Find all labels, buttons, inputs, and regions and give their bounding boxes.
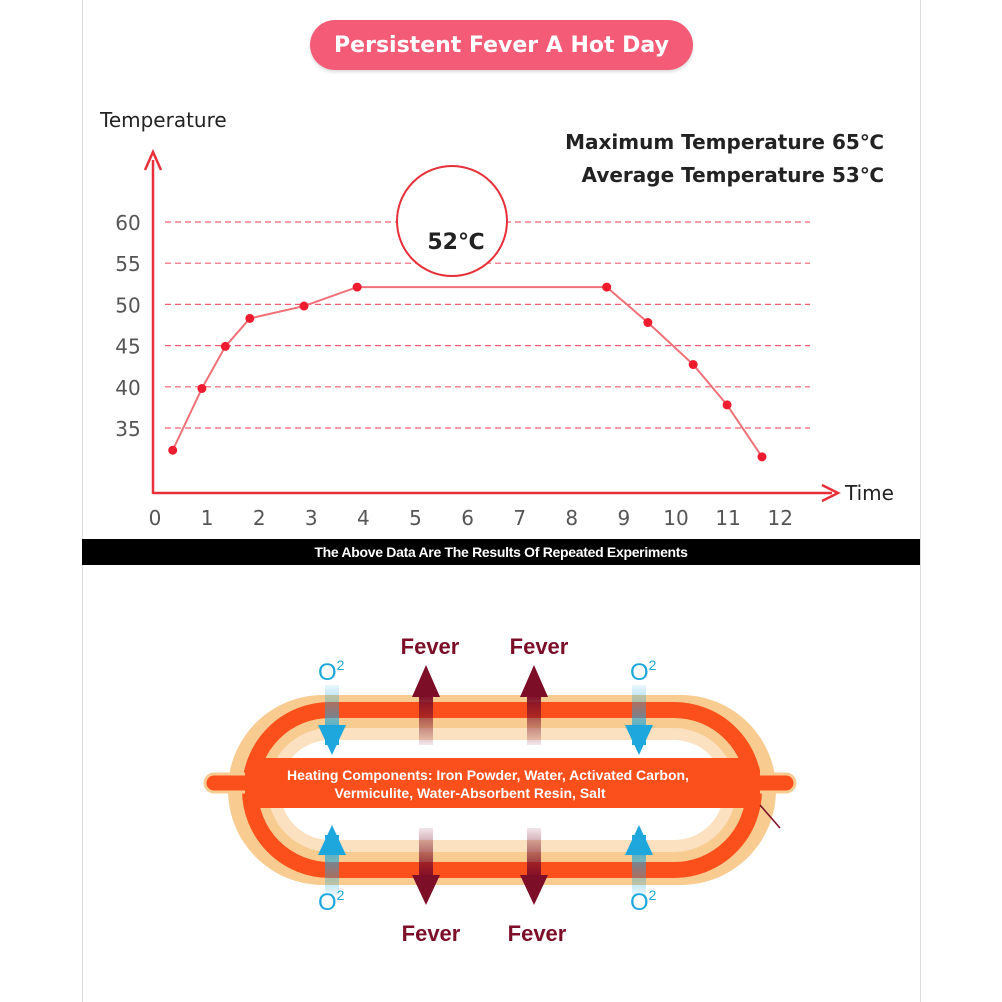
left-border (82, 0, 83, 1002)
x-axis-label: Time (844, 481, 894, 505)
data-point (722, 400, 732, 410)
fever-arrow-bottom-left (412, 828, 440, 905)
components-line1: Heating Components: Iron Powder, Water, … (287, 767, 689, 783)
y-tick-label: 55 (115, 252, 140, 276)
average-temperature: Average Temperature 53℃ (581, 163, 884, 187)
oxygen-label-bottom-right: O2 (630, 887, 657, 916)
oxygen-arrow-bottom-left (318, 825, 346, 895)
x-tick-label: 7 (513, 506, 526, 530)
x-tick-label: 2 (253, 506, 266, 530)
fever-label-top-left: Fever (401, 634, 460, 659)
x-tick-label: 10 (663, 506, 688, 530)
x-tick-label: 0 (149, 506, 162, 530)
x-tick-label: 4 (357, 506, 370, 530)
x-tick-label: 12 (767, 506, 792, 530)
max-temperature: Maximum Temperature 65℃ (565, 130, 884, 154)
series-line (171, 286, 763, 458)
data-point (168, 445, 178, 455)
fever-label-bottom-right: Fever (508, 921, 567, 946)
oxygen-label-top-right: O2 (630, 657, 657, 686)
data-point (245, 313, 255, 323)
y-tick-label: 50 (115, 293, 140, 317)
oxygen-label-top-left: O2 (318, 657, 345, 686)
x-tick-label: 11 (715, 506, 740, 530)
y-tick-label: 35 (115, 417, 140, 441)
heating-diagram: Heating Components: Iron Powder, Water, … (203, 634, 797, 946)
oxygen-arrow-top-left (318, 685, 346, 755)
x-tick-label: 5 (409, 506, 422, 530)
footer-banner: The Above Data Are The Results Of Repeat… (82, 539, 920, 565)
x-tick-label: 6 (461, 506, 474, 530)
data-point (197, 383, 207, 393)
data-point (220, 341, 230, 351)
data-point (299, 301, 309, 311)
x-tick-label: 1 (201, 506, 214, 530)
y-axis-arrow (143, 148, 163, 171)
data-point (757, 452, 767, 462)
data-point (688, 360, 698, 370)
y-axis-label: Temperature (99, 108, 227, 132)
fever-arrow-top-left (412, 665, 440, 745)
annotation-label: 52℃ (427, 230, 484, 255)
right-border (920, 0, 921, 1002)
fever-label-bottom-left: Fever (402, 921, 461, 946)
data-point (602, 282, 612, 292)
data-point (352, 282, 362, 292)
fever-arrow-top-right (520, 665, 548, 745)
data-point (643, 318, 653, 328)
x-axis-arrow (821, 483, 841, 503)
components-line2: Vermiculite, Water-Absorbent Resin, Salt (335, 785, 606, 801)
annotation-circle (396, 165, 508, 277)
y-tick-label: 45 (115, 335, 140, 359)
oxygen-label-bottom-left: O2 (318, 887, 345, 916)
oxygen-arrow-bottom-right (625, 825, 653, 895)
x-tick-label: 8 (565, 506, 578, 530)
fever-label-top-right: Fever (510, 634, 569, 659)
title-pill: Persistent Fever A Hot Day (310, 20, 693, 70)
x-tick-label: 3 (305, 506, 318, 530)
components-bar (245, 758, 760, 808)
y-tick-label: 40 (115, 376, 140, 400)
fever-arrow-bottom-right (520, 828, 548, 905)
y-tick-label: 60 (115, 211, 140, 235)
x-tick-label: 9 (618, 506, 631, 530)
oxygen-arrow-top-right (625, 685, 653, 755)
